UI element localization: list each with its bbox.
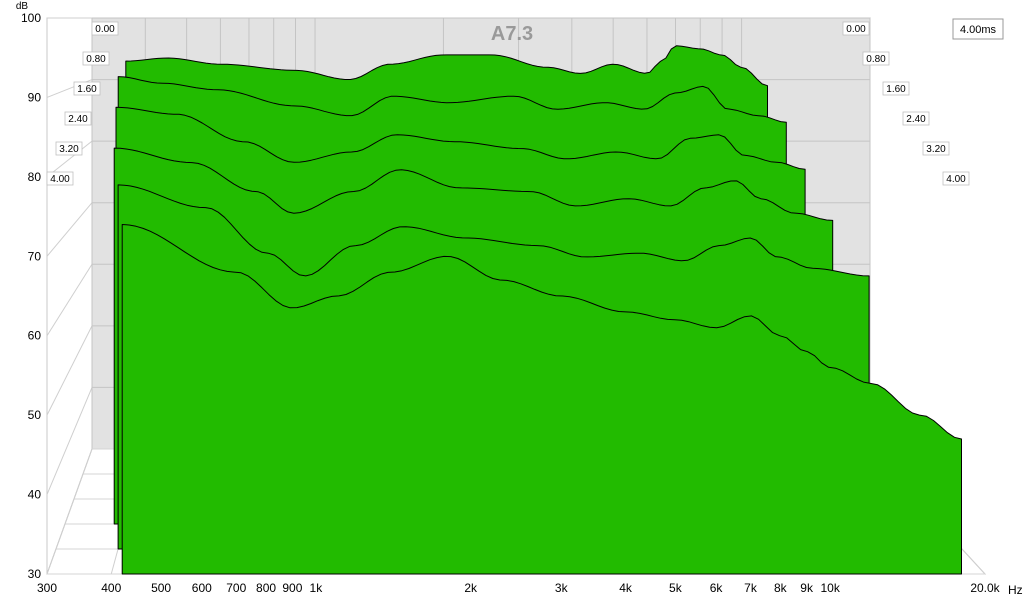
time-label-left-text: 2.40 — [68, 114, 88, 125]
y-gridline-side — [46, 325, 93, 416]
x-tick-label: 300 — [37, 581, 57, 595]
time-label-right-text: 2.40 — [906, 114, 926, 125]
time-label-right: 4.00 — [942, 171, 970, 186]
time-label-left: 3.20 — [55, 141, 83, 156]
x-gridline-floor — [46, 448, 93, 575]
x-tick-label: 20.0k — [970, 581, 1000, 595]
time-label-left-text: 1.60 — [77, 84, 97, 95]
x-tick-label: 9k — [800, 581, 814, 595]
time-label-left-box — [91, 21, 119, 36]
time-label-left-box — [64, 111, 92, 126]
time-label-left: 1.60 — [73, 81, 101, 96]
axes: 30 40 50 60 70 80 90 100 300 400 500 600 700 800 900 1k… — [21, 11, 1001, 595]
time-label-left-box — [46, 171, 74, 186]
time-label-right-box — [882, 81, 910, 96]
time-label-right-text: 3.20 — [926, 144, 946, 155]
x-tick-label: 700 — [226, 581, 246, 595]
time-label-right-box — [902, 111, 930, 126]
time-label-right-text: 1.60 — [886, 84, 906, 95]
time-label-right: 0.00 — [842, 21, 870, 36]
y-gridline-side — [46, 387, 93, 495]
time-label-left-box — [73, 81, 101, 96]
x-tick-label: 7k — [744, 581, 758, 595]
time-max-label: 4.00ms — [960, 24, 997, 36]
time-label-right-box — [922, 141, 950, 156]
waterfall-slices — [113, 45, 962, 575]
time-label-left-text: 0.80 — [86, 54, 106, 65]
x-tick-label: 6k — [710, 581, 724, 595]
time-max-box: 4.00ms — [952, 18, 1004, 40]
time-label-left: 0.80 — [82, 51, 110, 66]
x-unit-label: Hz — [1008, 583, 1023, 597]
y-tick-label: 40 — [28, 488, 42, 502]
y-tick-label: 100 — [21, 11, 41, 25]
y-tick-label: 90 — [28, 90, 42, 104]
time-label-left-text: 4.00 — [50, 174, 70, 185]
x-tick-label: 600 — [192, 581, 212, 595]
time-label-left-text: 0.00 — [95, 24, 115, 35]
x-tick-label: 800 — [256, 581, 276, 595]
time-label-right-text: 0.80 — [866, 54, 886, 65]
y-gridline-side — [46, 264, 93, 336]
y-tick-label: 80 — [28, 170, 42, 184]
y-gridline-side — [46, 140, 93, 178]
y-unit-label: dB — [16, 1, 29, 12]
x-tick-label: 10k — [821, 581, 841, 595]
time-label-right: 3.20 — [922, 141, 950, 156]
time-label-right-box — [842, 21, 870, 36]
x-tick-label: 3k — [555, 581, 569, 595]
time-label-right-box — [862, 51, 890, 66]
x-tick-label: 500 — [151, 581, 171, 595]
x-tick-label: 4k — [619, 581, 633, 595]
time-label-right-box — [942, 171, 970, 186]
y-gridline-side — [46, 202, 93, 257]
time-label-right-text: 0.00 — [846, 24, 866, 35]
time-label-right: 1.60 — [882, 81, 910, 96]
x-tick-label: 900 — [282, 581, 302, 595]
y-tick-label: 60 — [28, 329, 42, 343]
waterfall-slice-5 — [121, 224, 962, 575]
time-label-right: 0.80 — [862, 51, 890, 66]
time-label-left: 0.00 — [91, 21, 119, 36]
time-label-left-box — [82, 51, 110, 66]
time-label-left-text: 3.20 — [59, 144, 79, 155]
y-tick-label: 30 — [28, 567, 42, 581]
y-tick-label: 70 — [28, 249, 42, 263]
x-tick-label: 5k — [669, 581, 683, 595]
time-label-right-text: 4.00 — [946, 174, 966, 185]
x-tick-label: 8k — [774, 581, 788, 595]
time-label-left: 4.00 — [46, 171, 74, 186]
x-tick-label: 2k — [464, 581, 478, 595]
time-label-left-box — [55, 141, 83, 156]
x-tick-label: 400 — [101, 581, 121, 595]
chart-title: A7.3 — [491, 23, 533, 45]
y-tick-label: 50 — [28, 408, 42, 422]
time-label-left: 2.40 — [64, 111, 92, 126]
x-tick-label: 1k — [310, 581, 324, 595]
time-label-right: 2.40 — [902, 111, 930, 126]
